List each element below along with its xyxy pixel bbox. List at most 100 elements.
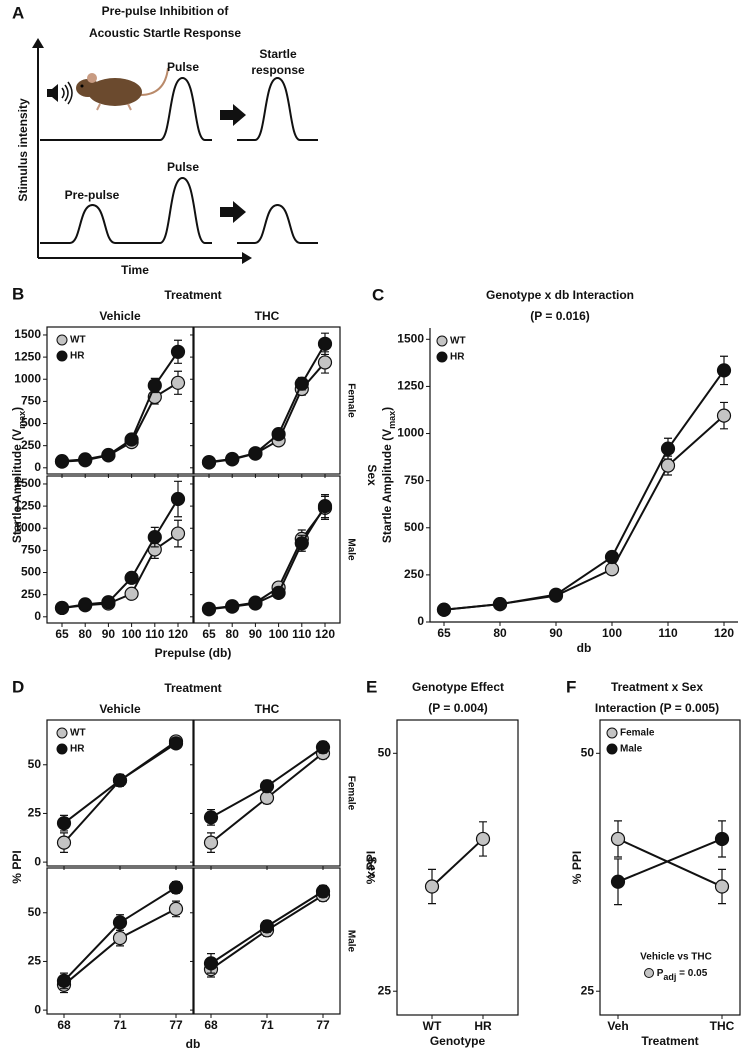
chart-title: Treatment [164,288,221,302]
data-point [317,336,333,351]
series [424,821,491,905]
series-line [61,351,179,463]
column-label: Vehicle [99,702,141,716]
axis-label: Time [121,263,149,277]
panel-letter: F [566,677,576,696]
row-title: Sex [365,464,379,486]
row-title: Sex [365,856,379,878]
x-tick-label: 120 [315,627,335,641]
series-line [617,838,723,888]
legend-label: HR [450,352,465,363]
x-tick-label: 71 [113,1018,127,1032]
label: Startle [259,47,297,61]
label: Pre-pulse [65,188,120,202]
panel-letter: A [12,3,24,22]
data-point [203,810,219,825]
data-point [716,363,732,378]
data-point [78,452,93,467]
series [54,370,186,469]
series [56,880,184,990]
x-axis-label: Prepulse (db) [155,646,232,660]
y-tick-label: 25 [28,954,42,968]
data-point [168,880,184,895]
label-part: ) [380,407,394,411]
data-point [170,344,186,359]
y-tick-label: 1500 [14,327,41,341]
series-line [443,369,725,611]
data-point [424,879,440,894]
chart-title: Treatment x Sex [611,680,703,694]
panel-letter: D [12,677,24,696]
panel-letter: C [372,285,384,304]
series [56,900,184,994]
y-tick-label: 50 [378,745,392,759]
series [56,736,184,832]
data-point [54,454,70,469]
annotation-marker [644,968,654,978]
x-tick-label: 77 [169,1018,183,1032]
series-line [63,740,177,844]
row-label: Female [345,383,356,418]
chart-subtitle: (P = 0.004) [428,701,487,715]
data-point [716,408,732,423]
series [610,820,730,906]
data-point [112,930,128,946]
diagram-title: Pre-pulse Inhibition of [102,4,230,18]
traces [40,76,318,244]
series [436,401,732,617]
y-tick-label: 0 [34,1002,41,1016]
series [201,351,333,470]
x-tick-label: 90 [102,627,116,641]
x-tick-label: 110 [658,626,678,640]
label-part: max [17,411,27,429]
series [203,740,331,826]
series [436,355,732,617]
legend-marker [56,334,68,346]
label-part: Startle Amplitude (V [10,429,24,543]
data-point [714,879,730,894]
y-tick-label: 25 [378,983,392,997]
facet-frame [46,475,194,624]
y-tick-label: 500 [21,565,41,579]
legend-label: HR [70,744,85,755]
x-tick-label: THC [710,1019,735,1033]
data-point [56,973,72,989]
panel-letter: B [12,284,24,303]
data-point [660,458,676,473]
data-point [112,773,128,788]
series-line [431,838,484,888]
data-point [714,831,730,847]
series-line [208,361,326,464]
series-line [617,838,723,883]
x-tick-label: 110 [292,627,312,641]
series-line [443,414,725,611]
legend-marker [56,350,68,362]
y-tick-label: 750 [404,473,424,487]
y-tick-label: 0 [34,460,41,474]
label-part: ) [10,407,24,411]
x-tick-label: 110 [145,627,165,641]
data-point [78,597,93,612]
y-tick-label: 25 [28,806,42,820]
y-tick-label: 0 [417,614,424,628]
chart-title: Treatment [164,681,221,695]
x-tick-label: 68 [57,1018,71,1032]
y-tick-label: 1000 [14,371,41,385]
y-tick-label: 500 [404,520,424,534]
data-point [56,835,72,850]
label: Pulse [167,60,199,74]
series [201,493,333,617]
data-point [203,835,219,850]
label-part: % PPI [10,850,24,883]
row-label: Male [345,930,356,953]
x-tick-label: HR [474,1019,492,1033]
label-part: % PPI [364,851,378,884]
panel-a: A Pre-pulse Inhibition of Acoustic Start… [12,3,318,277]
axis-line [37,46,244,259]
series-line [208,343,326,464]
series [201,332,333,470]
speaker-icon [47,81,73,105]
facet-frame [193,475,341,624]
